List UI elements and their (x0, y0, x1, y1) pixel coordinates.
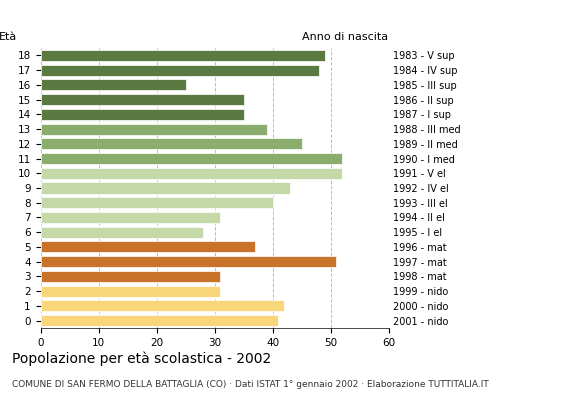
Bar (41, 242, 255, 252)
Text: Anno di nascita: Anno di nascita (303, 32, 389, 42)
Bar (41, 94, 244, 105)
Bar (41, 182, 290, 194)
Bar (41, 124, 267, 134)
Bar (41, 197, 273, 208)
Text: Età: Età (0, 32, 17, 42)
Bar (41, 79, 186, 90)
Bar (41, 256, 336, 267)
Bar (41, 168, 342, 179)
Bar (41, 286, 220, 297)
Bar (41, 138, 302, 149)
Text: Popolazione per età scolastica - 2002: Popolazione per età scolastica - 2002 (12, 352, 271, 366)
Bar (41, 315, 278, 326)
Bar (41, 109, 244, 120)
Bar (41, 300, 284, 312)
Text: COMUNE DI SAN FERMO DELLA BATTAGLIA (CO) · Dati ISTAT 1° gennaio 2002 · Elaboraz: COMUNE DI SAN FERMO DELLA BATTAGLIA (CO)… (12, 380, 488, 389)
Bar (41, 212, 220, 223)
Bar (41, 64, 319, 76)
Bar (41, 50, 325, 61)
Bar (41, 271, 220, 282)
Bar (41, 153, 342, 164)
Bar (41, 227, 203, 238)
